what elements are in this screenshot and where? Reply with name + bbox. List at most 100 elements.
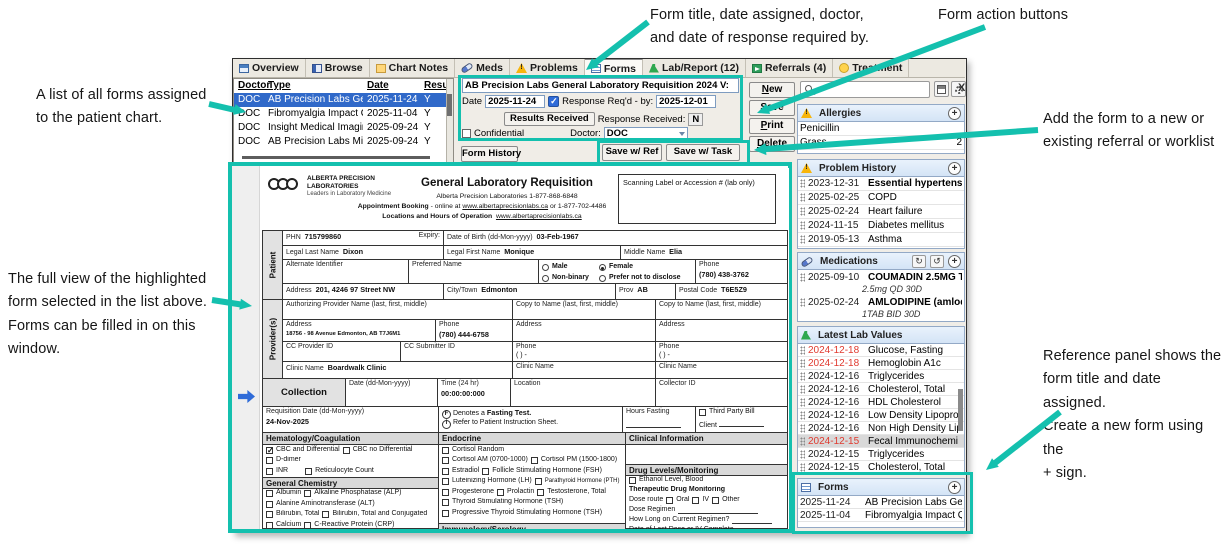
lab-row[interactable]: 2024-12-18 Hemoglobin A1c: [798, 357, 964, 370]
postal-field[interactable]: Postal Code T6E5Z9: [679, 285, 747, 294]
horizontal-scrollbar[interactable]: [242, 156, 430, 159]
copy-phone-field[interactable]: Phone( ) -: [513, 342, 656, 361]
column-header-doctor[interactable]: Doctor: [238, 80, 271, 91]
new-button[interactable]: New: [749, 82, 795, 98]
dob-field[interactable]: Date of Birth (dd-Mon-yyyy) 03-Feb-1967: [447, 232, 579, 241]
drag-handle-icon[interactable]: [800, 235, 805, 244]
checkbox[interactable]: [322, 511, 330, 519]
authorizing-provider-field[interactable]: Authorizing Provider Name (last, first, …: [283, 300, 513, 319]
lab-row[interactable]: 2024-12-16 Triglycerides: [798, 370, 964, 383]
save-button[interactable]: Save: [749, 100, 795, 116]
save-with-ref-button[interactable]: Save w/ Ref: [602, 144, 662, 161]
hours-fasting-field[interactable]: Hours Fasting: [623, 407, 696, 432]
lab-row[interactable]: 2024-12-18 Glucose, Fasting: [798, 344, 964, 357]
copy-to-field[interactable]: Copy to Name (last, first, middle): [513, 300, 656, 319]
collection-date-field[interactable]: Date (dd-Mon-yyyy): [346, 379, 438, 406]
drag-handle-icon[interactable]: [800, 462, 805, 472]
tab-overview[interactable]: Overview: [233, 59, 306, 77]
radio-female[interactable]: Female: [598, 262, 681, 273]
checkbox[interactable]: [266, 457, 273, 465]
provider-phone-field[interactable]: Phone (780) 444-6758: [436, 320, 513, 341]
drag-handle-icon[interactable]: [800, 221, 805, 230]
problem-row[interactable]: 2019-05-13 Asthma: [798, 233, 964, 247]
vertical-scrollbar[interactable]: [958, 389, 963, 431]
drag-handle-icon[interactable]: [800, 436, 805, 446]
city-field[interactable]: City/Town Edmonton: [444, 284, 616, 299]
cc-provider-id-field[interactable]: CC Provider ID: [283, 342, 401, 361]
column-header-results[interactable]: Results: [424, 80, 453, 91]
tab-chart-notes[interactable]: Chart Notes: [370, 59, 456, 77]
tab-lab-report[interactable]: Lab/Report (12): [643, 59, 746, 77]
checkbox[interactable]: [342, 446, 350, 454]
middle-name-field[interactable]: Middle Name Elia: [624, 247, 683, 256]
drag-handle-icon[interactable]: [800, 384, 805, 394]
provider-address-field[interactable]: Address 18756 - 98 Avenue Edmonton, AB T7…: [283, 320, 436, 341]
tab-treatment[interactable]: Treatment: [833, 59, 910, 77]
response-by-input[interactable]: 2025-12-01: [656, 95, 717, 108]
collection-location-field[interactable]: Location: [511, 379, 656, 406]
checkbox[interactable]: [442, 499, 449, 507]
allergy-row[interactable]: Grass 2: [798, 137, 964, 150]
patient-phone-field[interactable]: Phone (780) 438-3762: [699, 261, 749, 279]
checkbox[interactable]: [530, 457, 538, 465]
checkbox[interactable]: [534, 478, 542, 486]
checkbox[interactable]: [442, 446, 449, 454]
column-header-type[interactable]: Type: [268, 80, 291, 91]
checkbox[interactable]: [712, 496, 720, 504]
checkbox[interactable]: [442, 509, 449, 517]
print-button[interactable]: Print: [749, 118, 795, 134]
third-party-field[interactable]: Third Party Bill Client: [696, 407, 787, 432]
alternate-id-field[interactable]: Alternate Identifier: [283, 260, 409, 283]
checkbox[interactable]: [266, 511, 273, 519]
add-medication-button[interactable]: +: [948, 254, 961, 268]
clinic-name-field[interactable]: Clinic Name Boardwalk Clinic: [283, 362, 513, 378]
drag-handle-icon[interactable]: [800, 272, 805, 282]
copy-address-field[interactable]: Address: [513, 320, 656, 341]
collection-time-field[interactable]: Time (24 hr) 00:00:00:000: [438, 379, 511, 406]
save-with-task-button[interactable]: Save w/ Task: [666, 144, 740, 161]
checkbox[interactable]: [266, 521, 273, 529]
checkbox[interactable]: [442, 467, 449, 475]
hours-link[interactable]: www.albertaprecisionlabs.ca: [495, 213, 582, 220]
results-received-button[interactable]: Results Received: [504, 112, 595, 126]
forms-list-row[interactable]: DOC Insight Medical Imagin 2025-09-24 Y: [238, 122, 431, 133]
drag-handle-icon[interactable]: [800, 207, 805, 216]
checkbox[interactable]: [442, 478, 449, 486]
history-refresh-icon[interactable]: ↺: [930, 254, 944, 268]
checkbox[interactable]: [692, 496, 700, 504]
radio-nonbinary[interactable]: Non-binary: [542, 273, 589, 283]
radio-no-disclose[interactable]: Prefer not to disclose: [598, 273, 681, 283]
tab-forms[interactable]: Forms: [584, 59, 643, 77]
drag-handle-icon[interactable]: [800, 371, 805, 381]
doctor-select[interactable]: DOC: [603, 127, 688, 140]
refresh-icon[interactable]: ↻: [912, 254, 926, 268]
add-allergy-button[interactable]: +: [948, 106, 961, 120]
requisition-date-field[interactable]: Requisition Date (dd-Mon-yyyy) 24-Nov-202…: [263, 407, 439, 432]
lab-row[interactable]: 2024-12-15 Cholesterol, Total: [798, 461, 964, 474]
how-long-field[interactable]: How Long on Current Regimen?: [626, 515, 787, 525]
clinical-information-blank[interactable]: [626, 445, 787, 464]
problem-row[interactable]: 2025-02-25 COPD: [798, 191, 964, 205]
checkbox[interactable]: [266, 500, 273, 508]
dose-regimen-field[interactable]: Dose Regimen: [626, 505, 787, 515]
checkbox-checked[interactable]: [266, 446, 274, 456]
checkbox[interactable]: [266, 490, 273, 498]
form-history-button[interactable]: Form History: [461, 146, 521, 162]
forms-list-row[interactable]: DOC AB Precision Labs Ger 2025-11-24 Y: [234, 93, 453, 107]
copy-clinic-field[interactable]: Clinic Name: [513, 362, 656, 378]
form-ref-row[interactable]: 2025-11-04 Fibromyalgia Impact Q: [798, 509, 964, 522]
response-reqd-checkbox[interactable]: [548, 96, 560, 107]
copy-address-field[interactable]: Address: [659, 321, 685, 328]
prov-field[interactable]: Prov AB: [616, 284, 676, 299]
form-ref-row[interactable]: 2025-11-24 AB Precision Labs Ger: [798, 496, 964, 509]
vertical-scrollbar[interactable]: [446, 79, 453, 163]
lab-row[interactable]: 2024-12-15 Triglycerides: [798, 448, 964, 461]
copy-to-field[interactable]: Copy to Name (last, first, middle): [659, 301, 761, 308]
checkbox[interactable]: [482, 467, 490, 475]
booking-link[interactable]: www.albertaprecisionlabs.ca: [462, 203, 549, 210]
checkbox[interactable]: [629, 477, 636, 485]
patient-address-field[interactable]: Address 201, 4246 97 Street NW: [283, 284, 444, 299]
